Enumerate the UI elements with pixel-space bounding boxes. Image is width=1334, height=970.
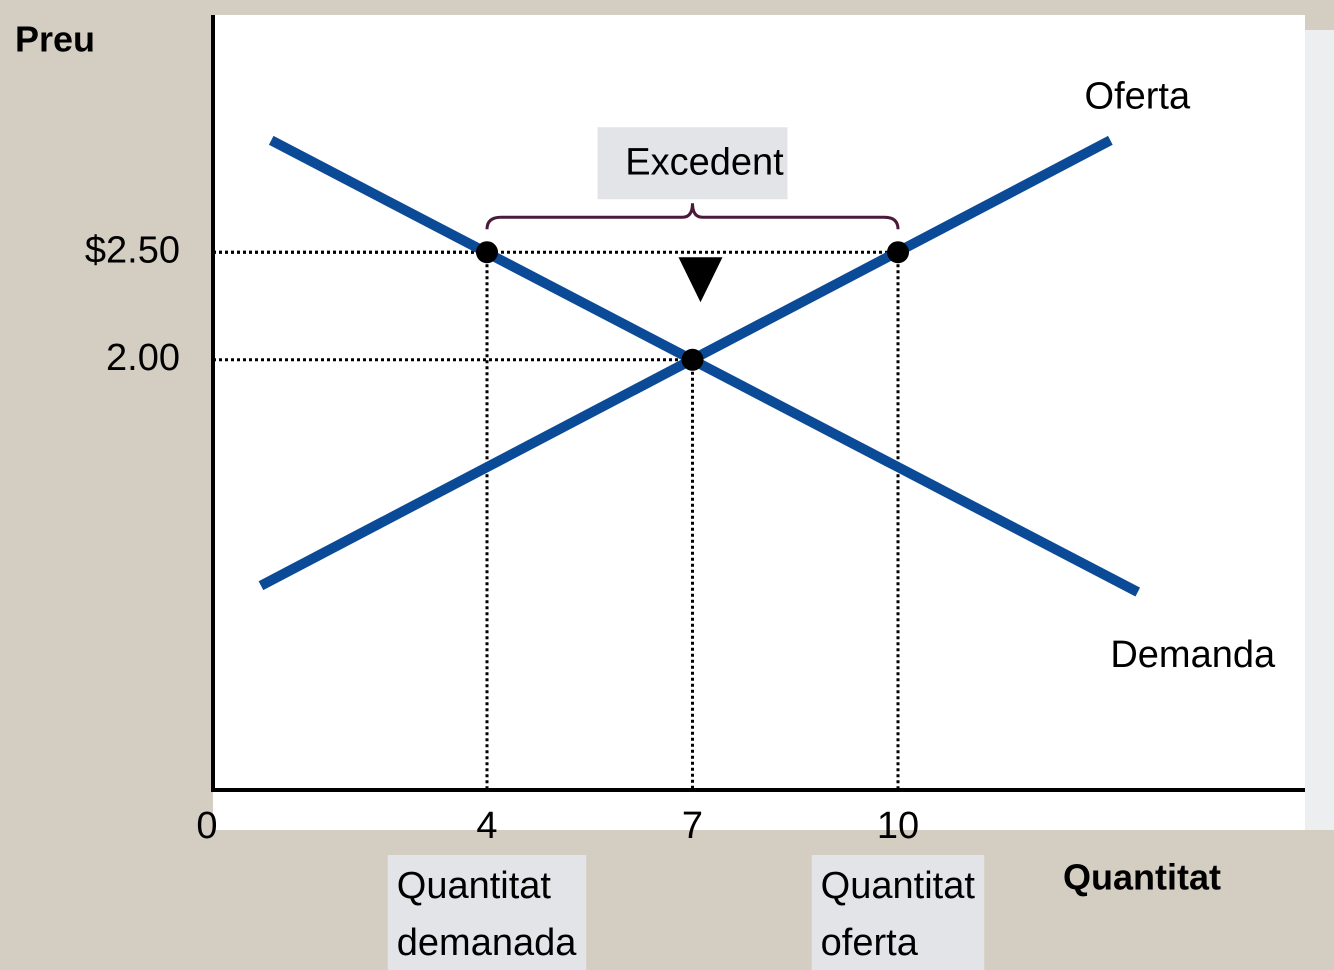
- y-axis-title: Preu: [15, 19, 95, 60]
- quantity-label: demanada: [397, 922, 577, 964]
- y-tick-label: 2.00: [106, 337, 180, 379]
- x-tick-label: 0: [196, 805, 217, 847]
- series-label: Demanda: [1110, 634, 1276, 676]
- x-tick-label: 4: [476, 805, 497, 847]
- x-tick-label: 10: [877, 805, 919, 847]
- side-strip: [1305, 30, 1334, 830]
- surplus-label: Excedent: [625, 141, 784, 183]
- x-tick-label: 7: [682, 805, 703, 847]
- series-line: [268, 135, 1141, 597]
- quantity-label-box: [387, 855, 587, 970]
- surplus-arrow: [678, 257, 723, 303]
- quantity-label: Quantitat: [821, 865, 976, 907]
- point: [681, 348, 704, 371]
- surplus-label-box: [597, 127, 788, 200]
- quantity-label-box: [811, 855, 985, 970]
- point: [476, 241, 498, 264]
- series-label: Oferta: [1085, 75, 1191, 117]
- quantity-label: Quantitat: [397, 865, 552, 907]
- y-tick-label: $2.50: [85, 229, 180, 271]
- x-axis-title: Quantitat: [1063, 857, 1221, 898]
- point: [887, 241, 909, 264]
- quantity-label: oferta: [821, 922, 919, 964]
